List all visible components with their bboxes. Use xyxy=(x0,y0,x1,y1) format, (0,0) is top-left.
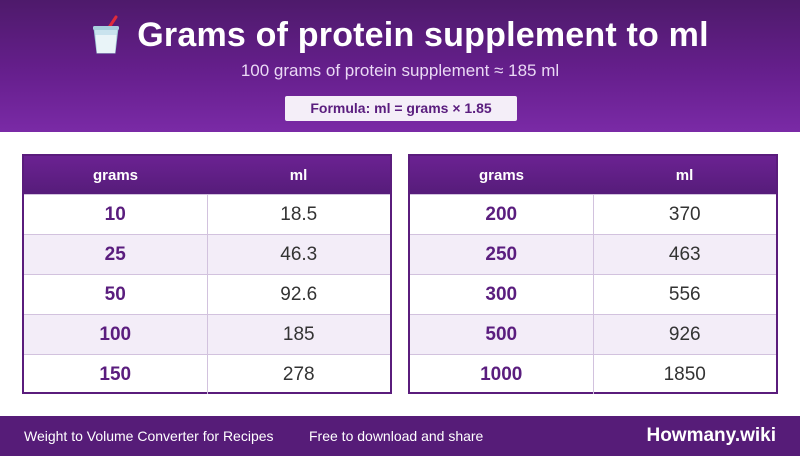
ml-cell: 18.5 xyxy=(280,203,318,225)
table-row: 200 370 xyxy=(410,194,776,234)
formula-badge: Formula: ml = grams × 1.85 xyxy=(285,96,517,121)
column-header-ml: ml xyxy=(675,166,694,184)
grams-cell: 200 xyxy=(410,195,594,234)
table-row: 500 926 xyxy=(410,314,776,354)
column-header-ml: ml xyxy=(289,166,308,184)
conversion-table-left: grams ml 10 18.5 25 46.3 50 92.6 100 185… xyxy=(22,154,392,394)
ml-cell: 46.3 xyxy=(280,243,318,265)
table-row: 1000 1850 xyxy=(410,354,776,394)
ml-cell: 556 xyxy=(668,283,701,305)
table-header: grams ml xyxy=(410,156,776,194)
table-row: 300 556 xyxy=(410,274,776,314)
grams-cell: 10 xyxy=(24,195,208,234)
page-title: Grams of protein supplement to ml xyxy=(137,15,709,54)
footer-note: Free to download and share xyxy=(309,428,484,444)
grams-cell: 100 xyxy=(24,315,208,354)
title-row: Grams of protein supplement to ml xyxy=(0,12,800,58)
ml-cell: 463 xyxy=(668,243,701,265)
grams-cell: 150 xyxy=(24,355,208,394)
table-row: 250 463 xyxy=(410,234,776,274)
ml-cell: 278 xyxy=(282,363,315,385)
grams-cell: 300 xyxy=(410,275,594,314)
grams-cell: 50 xyxy=(24,275,208,314)
ml-cell: 370 xyxy=(668,203,701,225)
grams-cell: 1000 xyxy=(410,355,594,394)
table-header: grams ml xyxy=(24,156,390,194)
ml-cell: 1850 xyxy=(663,363,706,385)
column-header-grams: grams xyxy=(92,166,139,184)
grams-cell: 250 xyxy=(410,235,594,274)
brand-logo[interactable]: Howmany.wiki xyxy=(646,425,776,446)
column-header-grams: grams xyxy=(478,166,525,184)
conversion-table-right: grams ml 200 370 250 463 300 556 500 926… xyxy=(408,154,778,394)
ml-cell: 185 xyxy=(282,323,315,345)
table-row: 25 46.3 xyxy=(24,234,390,274)
grams-cell: 25 xyxy=(24,235,208,274)
table-row: 50 92.6 xyxy=(24,274,390,314)
footer-caption: Weight to Volume Converter for Recipes xyxy=(24,428,274,444)
cup-with-straw-icon xyxy=(93,15,120,54)
table-row: 150 278 xyxy=(24,354,390,394)
subtitle: 100 grams of protein supplement ≈ 185 ml xyxy=(240,61,560,80)
table-row: 10 18.5 xyxy=(24,194,390,234)
table-row: 100 185 xyxy=(24,314,390,354)
ml-cell: 926 xyxy=(668,323,701,345)
header-banner: Grams of protein supplement to ml 100 gr… xyxy=(0,0,800,132)
ml-cell: 92.6 xyxy=(280,283,318,305)
footer-bar: Weight to Volume Converter for Recipes F… xyxy=(0,416,800,456)
grams-cell: 500 xyxy=(410,315,594,354)
